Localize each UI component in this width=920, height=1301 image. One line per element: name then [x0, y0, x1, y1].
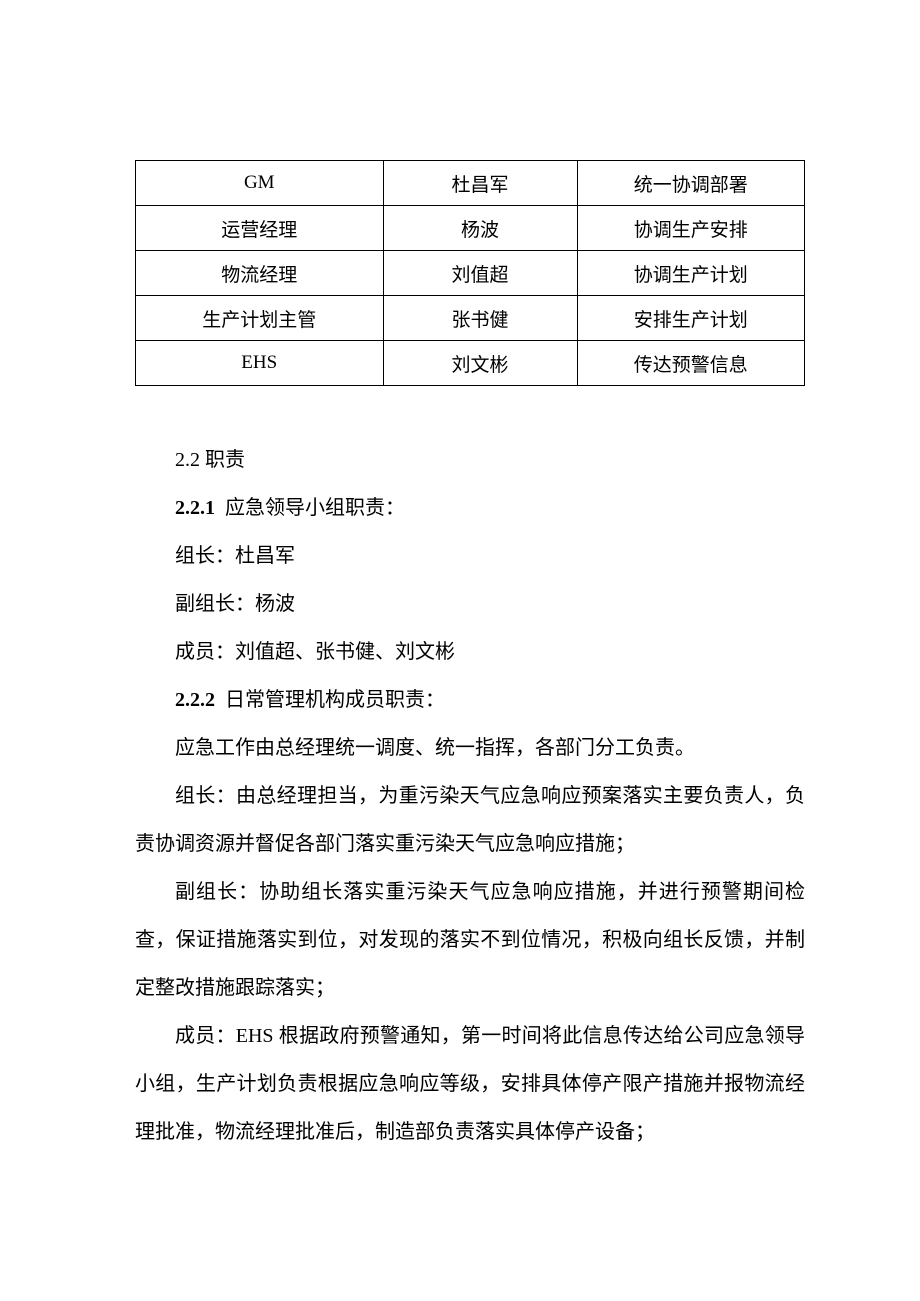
- heading-2-2-2-number: 2.2.2: [175, 689, 215, 711]
- members-line: 成员：刘值超、张书健、刘文彬: [135, 628, 805, 676]
- cell-duty: 安排生产计划: [577, 296, 804, 341]
- heading-2-2-1: 2.2.1 应急领导小组职责：: [135, 484, 805, 532]
- cell-role: 生产计划主管: [136, 296, 384, 341]
- heading-2-2-1-number: 2.2.1: [175, 497, 215, 519]
- document-page: GM杜昌军统一协调部署运营经理杨波协调生产安排物流经理刘值超协调生产计划生产计划…: [0, 0, 920, 1256]
- cell-duty: 协调生产计划: [577, 251, 804, 296]
- heading-2-2-1-title: 应急领导小组职责：: [225, 497, 405, 519]
- personnel-table: GM杜昌军统一协调部署运营经理杨波协调生产安排物流经理刘值超协调生产计划生产计划…: [135, 160, 805, 386]
- heading-2-2: 2.2 职责: [135, 436, 805, 484]
- heading-2-2-title: 职责: [205, 449, 245, 471]
- heading-2-2-2-title: 日常管理机构成员职责：: [225, 689, 445, 711]
- cell-duty: 协调生产安排: [577, 206, 804, 251]
- paragraph-4: 成员：EHS 根据政府预警通知，第一时间将此信息传达给公司应急领导小组，生产计划…: [135, 1012, 805, 1156]
- cell-duty: 统一协调部署: [577, 161, 804, 206]
- paragraph-3: 副组长：协助组长落实重污染天气应急响应措施，并进行预警期间检查，保证措施落实到位…: [135, 868, 805, 1012]
- paragraph-2: 组长：由总经理担当，为重污染天气应急响应预案落实主要负责人，负责协调资源并督促各…: [135, 772, 805, 868]
- table-row: 物流经理刘值超协调生产计划: [136, 251, 805, 296]
- leader-line: 组长：杜昌军: [135, 532, 805, 580]
- table-row: EHS刘文彬传达预警信息: [136, 341, 805, 386]
- table-row: 生产计划主管张书健安排生产计划: [136, 296, 805, 341]
- table-row: GM杜昌军统一协调部署: [136, 161, 805, 206]
- cell-duty: 传达预警信息: [577, 341, 804, 386]
- table-row: 运营经理杨波协调生产安排: [136, 206, 805, 251]
- cell-name: 杜昌军: [383, 161, 577, 206]
- cell-name: 刘值超: [383, 251, 577, 296]
- paragraph-1: 应急工作由总经理统一调度、统一指挥，各部门分工负责。: [135, 724, 805, 772]
- cell-role: 运营经理: [136, 206, 384, 251]
- cell-role: 物流经理: [136, 251, 384, 296]
- paragraph-4-pre: 成员：: [175, 1025, 236, 1047]
- cell-name: 杨波: [383, 206, 577, 251]
- paragraph-4-ehs: EHS: [236, 1025, 274, 1047]
- vice-leader-line: 副组长：杨波: [135, 580, 805, 628]
- cell-name: 张书健: [383, 296, 577, 341]
- heading-2-2-number: 2.2: [175, 449, 200, 471]
- cell-name: 刘文彬: [383, 341, 577, 386]
- cell-role: EHS: [136, 341, 384, 386]
- cell-role: GM: [136, 161, 384, 206]
- heading-2-2-2: 2.2.2 日常管理机构成员职责：: [135, 676, 805, 724]
